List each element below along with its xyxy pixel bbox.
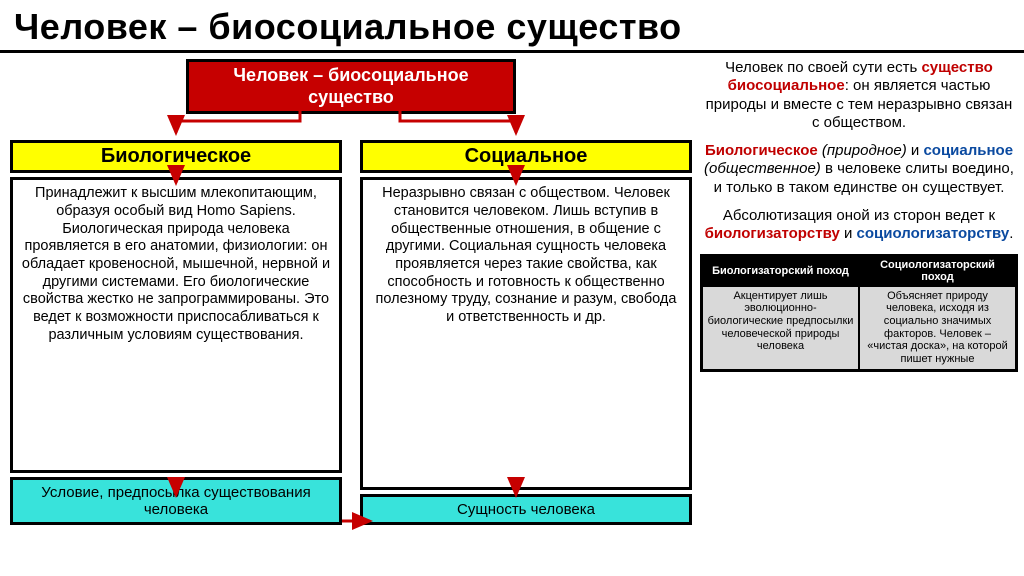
side-text: Человек по своей сути есть существо биос… bbox=[700, 53, 1024, 575]
soc-body: Неразрывно связан с обществом. Человек с… bbox=[360, 177, 692, 490]
para1: Человек по своей сути есть существо биос… bbox=[700, 59, 1018, 132]
page-title: Человек – биосоциальное существо bbox=[0, 0, 1024, 53]
t-blue: социальное bbox=[923, 142, 1013, 159]
t-i: (природное) bbox=[818, 142, 911, 159]
td-bio: Акцентирует лишь эволюцион­но-биологичес… bbox=[702, 286, 859, 370]
approaches-table: Биологизаторский поход Социологизаторски… bbox=[700, 254, 1018, 372]
root-node: Человек – биосоциальное существо bbox=[186, 59, 516, 114]
para2: Биологическое (природное) и социальное (… bbox=[700, 142, 1018, 197]
td-soc: Объясняет природу человека, исходя из со… bbox=[859, 286, 1016, 370]
th-bio: Биологизаторский поход bbox=[702, 256, 859, 286]
bio-header: Биологическое bbox=[10, 140, 342, 173]
t: . bbox=[1009, 225, 1013, 242]
th-soc: Социологизаторский поход bbox=[859, 256, 1016, 286]
root-line1: Человек – биосоциальное bbox=[195, 65, 507, 87]
para3: Абсолютизация оной из сторон ведет к био… bbox=[700, 207, 1018, 244]
bio-footer: Условие, предпосылка существования челов… bbox=[10, 477, 342, 525]
t-i: (общественное) bbox=[704, 160, 825, 177]
t-blue: социологизаторству bbox=[857, 225, 1010, 242]
diagram-area: Человек – биосоциальное существо Биол bbox=[0, 53, 700, 575]
soc-header: Социальное bbox=[360, 140, 692, 173]
t: Абсолютизация оной из сторон ведет к bbox=[723, 207, 995, 224]
t-red: Биологическое bbox=[705, 142, 818, 159]
root-line2: существо bbox=[195, 87, 507, 109]
bio-body: Принадлежит к высшим млекопитающим, обра… bbox=[10, 177, 342, 473]
soc-footer: Сущность человека bbox=[360, 494, 692, 525]
t: и bbox=[911, 142, 924, 159]
t: и bbox=[840, 225, 857, 242]
t-red: биологизаторству bbox=[705, 225, 840, 242]
t: Человек по своей сути есть bbox=[725, 59, 921, 76]
